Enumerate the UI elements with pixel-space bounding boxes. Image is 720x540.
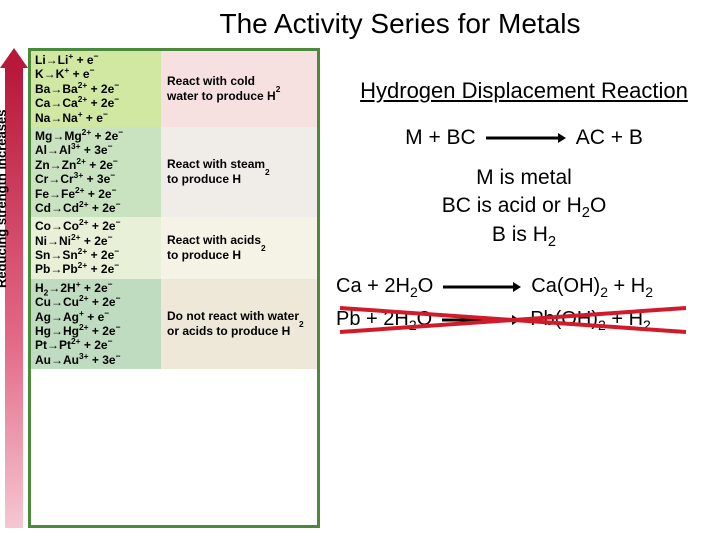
reactions-column: H2→2H+ + 2e−Cu→Cu2+ + 2e−Ag→Ag+ + e−Hg→H… (31, 279, 161, 369)
activity-group: Mg→Mg2+ + 2e−Al→Al3+ + 3e−Zn→Zn2+ + 2e−C… (31, 127, 317, 217)
arrow-icon (442, 313, 520, 327)
reaction-row: Mg→Mg2+ + 2e− (35, 129, 157, 143)
eq2-right: Ca(OH)2 + H2 (531, 275, 653, 298)
reaction-row: Ca→Ca2+ + 2e− (35, 96, 157, 110)
reaction-row: Ni→Ni2+ + 2e− (35, 234, 157, 248)
activity-group: Li→Li+ + e−K→K+ + e−Ba→Ba2+ + 2e−Ca→Ca2+… (31, 51, 317, 127)
reaction-row: Pb→Pb2+ + 2e− (35, 262, 157, 276)
reaction-row: Hg→Hg2+ + 2e− (35, 324, 157, 338)
reactions-column: Co→Co2+ + 2e−Ni→Ni2+ + 2e−Sn→Sn2+ + 2e−P… (31, 217, 161, 279)
arrow-icon (443, 280, 521, 294)
def-b: B is H2 (336, 221, 712, 249)
activity-group: H2→2H+ + 2e−Cu→Cu2+ + 2e−Ag→Ag+ + e−Hg→H… (31, 279, 317, 369)
section-heading: Hydrogen Displacement Reaction (336, 78, 712, 104)
eq3-left: Pb + 2H2O (336, 308, 432, 331)
reaction-row: Cu→Cu2+ + 2e− (35, 295, 157, 309)
reaction-row: Ag→Ag+ + e− (35, 310, 157, 324)
activity-group: Co→Co2+ + 2e−Ni→Ni2+ + 2e−Sn→Sn2+ + 2e−P… (31, 217, 317, 279)
reducing-strength-arrow: Reducing strength increases (0, 48, 28, 528)
arrow-icon (486, 131, 566, 145)
reaction-row: Au→Au3+ + 3e− (35, 353, 157, 367)
eq1-right: AC + B (576, 126, 643, 150)
group-description: React with steamto produce H2 (161, 127, 317, 217)
reaction-row: Ba→Ba2+ + 2e− (35, 82, 157, 96)
example-equation-ca: Ca + 2H2O Ca(OH)2 + H2 (336, 275, 712, 298)
example-equation-pb-crossed: Pb + 2H2O Pb(OH)2 + H2 (336, 308, 712, 331)
reaction-row: H2→2H+ + 2e− (35, 281, 157, 295)
reaction-row: Fe→Fe2+ + 2e− (35, 187, 157, 201)
explanation-panel: Hydrogen Displacement Reaction M + BC AC… (320, 48, 720, 528)
group-description: React with acidsto produce H2 (161, 217, 317, 279)
reaction-row: Zn→Zn2+ + 2e− (35, 158, 157, 172)
reaction-row: Cr→Cr3+ + 3e− (35, 172, 157, 186)
arrow-label: Reducing strength increases (0, 110, 9, 288)
reaction-row: Cd→Cd2+ + 2e− (35, 201, 157, 215)
reaction-row: Na→Na+ + e− (35, 111, 157, 125)
group-description: Do not react with wateror acids to produ… (161, 279, 317, 369)
eq3-right: Pb(OH)2 + H2 (530, 308, 651, 331)
def-m: M is metal (336, 164, 712, 192)
reactions-column: Li→Li+ + e−K→K+ + e−Ba→Ba2+ + 2e−Ca→Ca2+… (31, 51, 161, 127)
page-title: The Activity Series for Metals (0, 0, 720, 48)
eq1-left: M + BC (405, 126, 476, 150)
group-description: React with coldwater to produce H2 (161, 51, 317, 127)
definitions: M is metal BC is acid or H2O B is H2 (336, 164, 712, 249)
reactions-column: Mg→Mg2+ + 2e−Al→Al3+ + 3e−Zn→Zn2+ + 2e−C… (31, 127, 161, 217)
def-bc: BC is acid or H2O (336, 192, 712, 220)
activity-series-table: Li→Li+ + e−K→K+ + e−Ba→Ba2+ + 2e−Ca→Ca2+… (28, 48, 320, 528)
reaction-row: Sn→Sn2+ + 2e− (35, 248, 157, 262)
content-area: Reducing strength increases Li→Li+ + e−K… (0, 48, 720, 528)
eq2-left: Ca + 2H2O (336, 275, 433, 298)
reaction-row: Al→Al3+ + 3e− (35, 143, 157, 157)
reaction-row: Pt→Pt2+ + 2e− (35, 338, 157, 352)
arrow-head (0, 48, 28, 68)
reaction-row: Co→Co2+ + 2e− (35, 219, 157, 233)
reaction-row: Li→Li+ + e− (35, 53, 157, 67)
generic-equation: M + BC AC + B (336, 126, 712, 150)
reaction-row: K→K+ + e− (35, 67, 157, 81)
